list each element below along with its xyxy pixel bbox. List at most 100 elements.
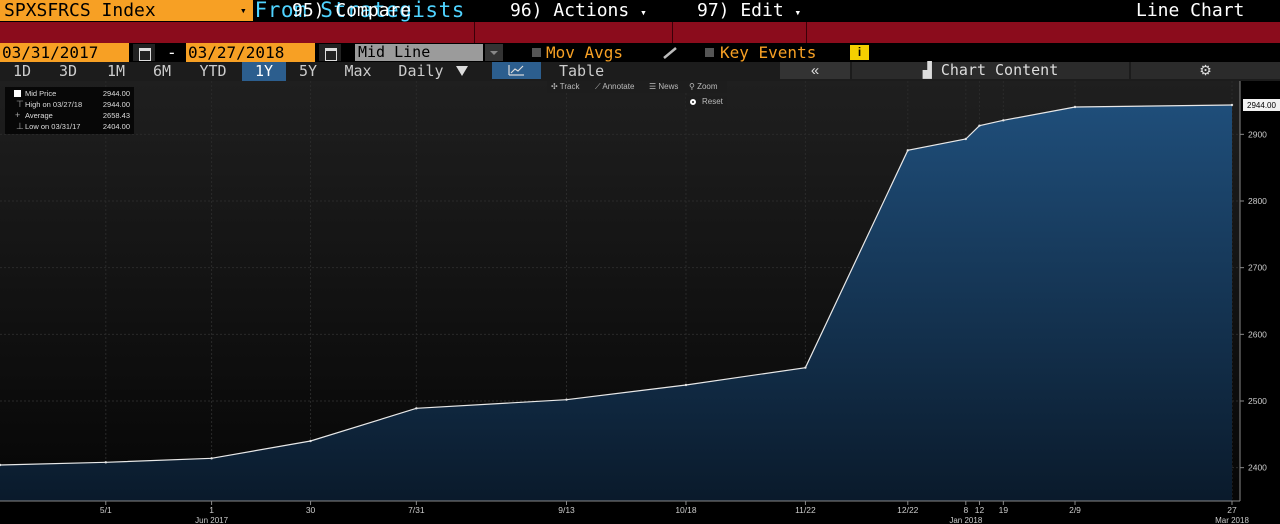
price-field-dropdown-icon[interactable] [485, 44, 503, 61]
compare-button[interactable]: 95) Compare [292, 0, 411, 21]
end-date-field[interactable]: 03/27/2018 [186, 43, 315, 62]
zoom-icon: ⚲ [689, 82, 695, 91]
start-calendar-icon[interactable] [133, 44, 155, 61]
period-tab-5y[interactable]: 5Y [298, 62, 318, 80]
y-tick-label: 2700 [1248, 263, 1267, 273]
legend-label: Average [25, 111, 53, 120]
x-tick-label: 10/18 [675, 505, 697, 515]
legend-row: Mid Price 2944.00 [5, 88, 134, 99]
collapse-panel-button[interactable]: « [780, 62, 850, 79]
ticker-field[interactable]: SPXSFRCS Index ▾ [0, 0, 253, 21]
key-events-label: Key Events [720, 43, 817, 62]
reset-button[interactable]: Reset [686, 96, 727, 108]
edit-label: 97) Edit [697, 0, 784, 21]
x-tick-label: 1 [209, 505, 214, 515]
annotate-tool[interactable]: ⟋ Annotate [595, 81, 634, 93]
period-tab-6m[interactable]: 6M [152, 62, 172, 80]
data-point[interactable] [1002, 119, 1005, 122]
data-point[interactable] [906, 149, 909, 152]
period-tab-max[interactable]: Max [344, 62, 372, 80]
legend-label: High on 03/27/18 [25, 100, 83, 109]
news-tool[interactable]: ☰ News [649, 81, 678, 93]
data-point[interactable] [415, 407, 418, 410]
series-area-fill [0, 105, 1232, 501]
data-point[interactable] [1230, 103, 1234, 107]
data-point[interactable] [1073, 105, 1077, 109]
price-field-select[interactable]: Mid Line [355, 44, 483, 61]
track-icon: ✣ [551, 82, 558, 91]
chart-type-label: Line Chart [1136, 0, 1245, 21]
data-point[interactable] [0, 463, 2, 467]
legend-value: 2404.00 [102, 122, 130, 131]
key-events-checkbox[interactable] [705, 48, 714, 57]
line-chart-view-button[interactable] [492, 62, 541, 79]
actions-button[interactable]: 96) Actions ▾ [510, 0, 647, 21]
period-tab-3d[interactable]: 3D [58, 62, 78, 80]
command-divider [806, 22, 807, 43]
x-tick-label: 5/1 [100, 505, 112, 515]
info-icon[interactable]: i [850, 45, 869, 60]
line-chart-icon [508, 65, 524, 76]
pencil-icon[interactable] [662, 46, 678, 59]
annotate-icon: ⟋ [595, 82, 601, 91]
y-tick-label: 2400 [1248, 463, 1267, 473]
command-bar [0, 22, 1280, 43]
period-tab-1d[interactable]: 1D [12, 62, 32, 80]
legend-value: 2944.00 [102, 100, 130, 109]
x-tick-label: 8 [963, 505, 968, 515]
command-divider [672, 22, 673, 43]
x-tick-sublabel: Jan 2018 [949, 516, 982, 524]
mov-avgs-checkbox[interactable] [532, 48, 541, 57]
ticker-dropdown-icon[interactable]: ▾ [240, 4, 247, 17]
x-tick-label: 30 [306, 505, 316, 515]
data-point[interactable] [978, 124, 981, 127]
reset-label: Reset [702, 97, 723, 106]
x-tick-label: 2/9 [1069, 505, 1081, 515]
last-value-label: 2944.00 [1247, 101, 1276, 110]
x-tick-label: 7/31 [408, 505, 425, 515]
end-calendar-icon[interactable] [319, 44, 341, 61]
period-tab-ytd[interactable]: YTD [199, 62, 227, 80]
data-point[interactable] [565, 398, 568, 401]
date-separator: - [167, 43, 177, 62]
period-tab-1m[interactable]: 1M [106, 62, 126, 80]
track-label: Track [559, 82, 580, 91]
data-point[interactable] [964, 137, 968, 141]
data-point[interactable] [309, 439, 312, 443]
average-marker-icon: + [15, 110, 21, 120]
data-point[interactable] [104, 461, 107, 464]
chart-content-icon: ▟ [922, 61, 932, 79]
edit-button[interactable]: 97) Edit ▾ [697, 0, 801, 21]
x-tick-sublabel: Jun 2017 [195, 516, 228, 524]
legend-label: Mid Price [25, 89, 57, 98]
data-point[interactable] [804, 366, 807, 369]
x-tick-label: 9/13 [558, 505, 575, 515]
legend-row: ⊤ High on 03/27/18 2944.00 [5, 99, 134, 110]
x-tick-label: 12 [975, 505, 985, 515]
zoom-tool[interactable]: ⚲ Zoom [689, 81, 718, 93]
start-date-field[interactable]: 03/31/2017 [0, 43, 129, 62]
mid-price-swatch[interactable] [14, 90, 21, 97]
frequency-select[interactable]: Daily [398, 62, 444, 80]
data-point[interactable] [684, 383, 688, 387]
actions-label: 96) Actions [510, 0, 630, 21]
x-tick-label: 11/22 [795, 505, 816, 515]
chart-content-button[interactable]: ▟ Chart Content [852, 62, 1129, 79]
chart-legend: Mid Price 2944.00 ⊤ High on 03/27/18 294… [5, 87, 134, 134]
legend-value: 2944.00 [102, 89, 130, 98]
compare-label: 95) Compare [292, 0, 412, 21]
command-divider [474, 22, 475, 43]
last-value-box [1243, 99, 1280, 111]
period-tab-1y[interactable]: 1Y [242, 62, 286, 81]
settings-gear-icon[interactable]: ⚙ [1131, 62, 1280, 79]
chart-toolbar: ✣ Track ⟋ Annotate ☰ News ⚲ Zoom [547, 81, 727, 93]
frequency-dropdown-icon[interactable] [456, 66, 468, 76]
data-point[interactable] [210, 457, 213, 460]
edit-dropdown-icon: ▾ [794, 6, 802, 19]
table-view-button[interactable]: Table [559, 62, 605, 80]
actions-dropdown-icon: ▾ [640, 6, 647, 19]
track-tool[interactable]: ✣ Track [551, 81, 579, 93]
series-line-mid-price[interactable] [0, 104, 1233, 466]
x-tick-sublabel: Mar 2018 [1215, 516, 1249, 524]
